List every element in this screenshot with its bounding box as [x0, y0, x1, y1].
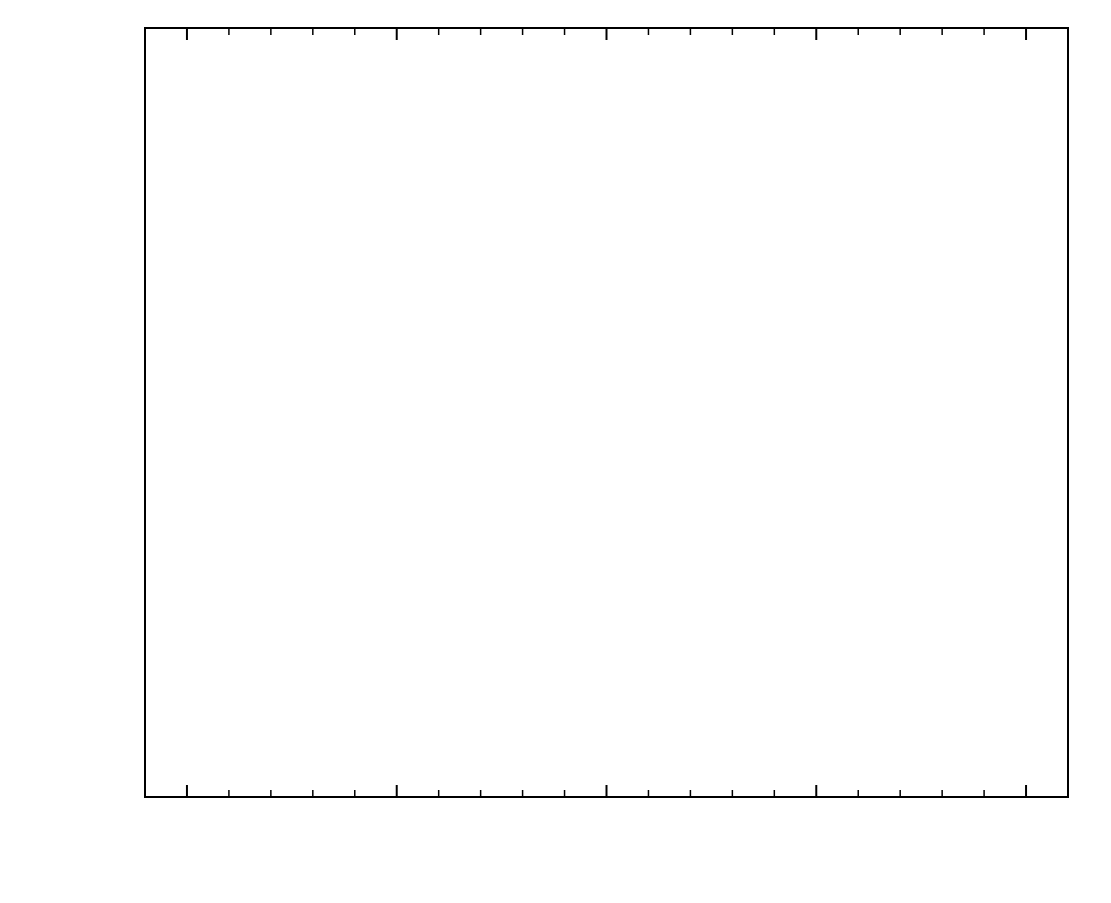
chart-svg	[0, 0, 1111, 903]
plot-frame	[145, 28, 1068, 797]
chart-container	[0, 0, 1111, 903]
